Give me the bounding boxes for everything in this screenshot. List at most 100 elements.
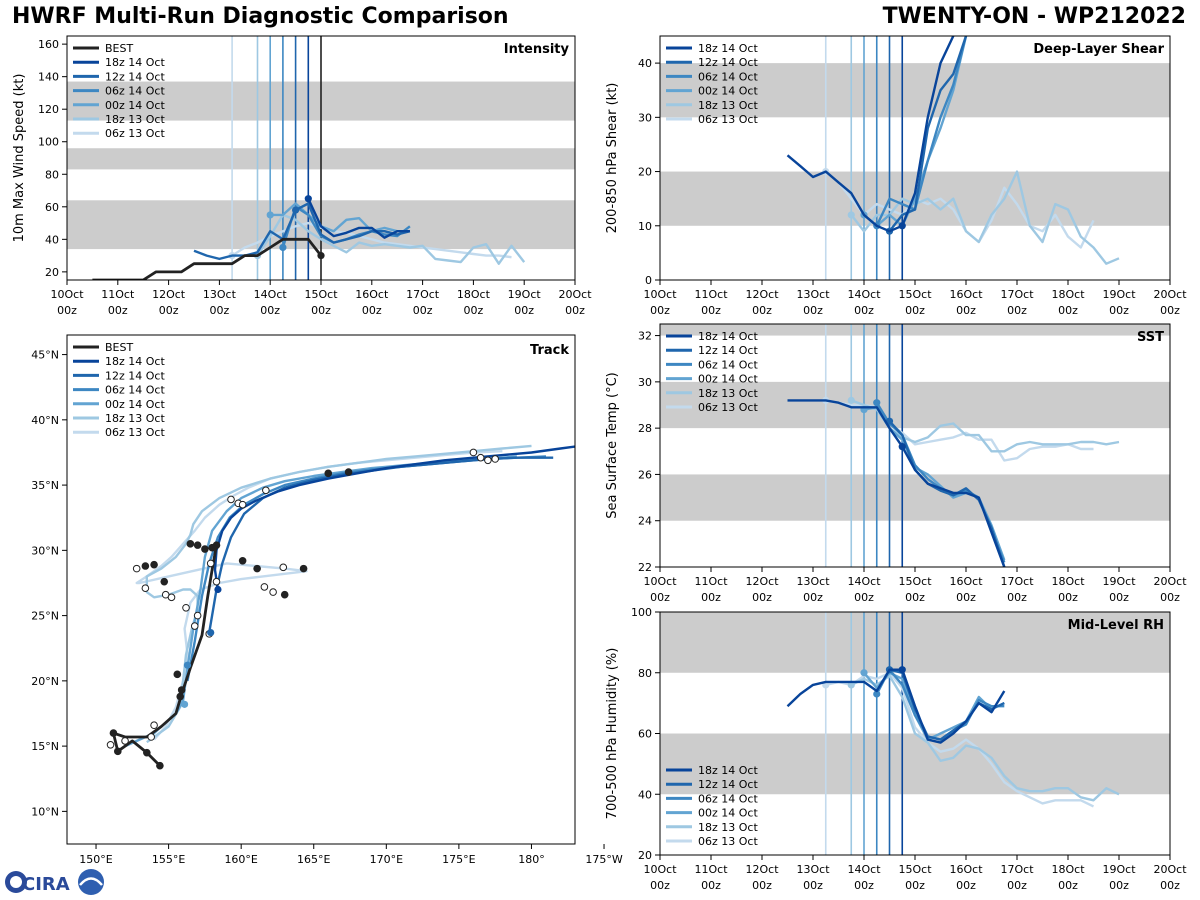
y-axis-label: 10m Max Wind Speed (kt) [12,74,27,243]
x-tick-sublabel: 00z [803,591,823,604]
x-tick-sublabel: 00z [108,304,128,317]
forecast-point [212,577,221,586]
forecast-point [193,611,202,620]
forecast-point [227,495,235,504]
forecast-point [279,563,288,572]
y-tick-label: 10°N [31,805,59,818]
best-track-point [238,556,247,565]
x-tick-label: 13Oct [796,575,830,588]
series-line [786,668,1006,744]
y-tick-label: 35°N [31,479,59,492]
init-marker [898,666,906,674]
x-tick-sublabel: 00z [1109,591,1129,604]
forecast-point [150,721,158,730]
cira-logo: CIRA [5,869,104,895]
x-tick-label: 11Oct [101,288,135,301]
shear-chart: 0 10 20 30 40 10Oct 00z 11Oct 00z 12Oct 00z 13Oct 00… [605,35,1187,317]
track-line [208,456,554,633]
x-tick-label: 13Oct [796,288,830,301]
track-line [112,543,218,767]
forecast-point [147,733,155,741]
forecast-point [260,583,269,591]
y-tick-label: 100 [38,136,59,149]
legend-label: 12z 14 Oct [698,778,758,791]
x-tick-label: 13Oct [796,863,830,876]
best-track-point [156,761,164,770]
best-track-point [344,468,353,476]
x-tick-label: 15Oct [898,288,932,301]
y-tick-label: 60 [45,201,59,214]
category-band [660,612,1170,673]
init-marker [898,443,906,451]
y-axis-label: 700-500 hPa Humidity (%) [605,648,620,820]
x-tick-label: 15Oct [898,575,932,588]
legend-label: 18z 14 Oct [105,355,165,368]
y-tick-label: 40 [45,233,59,246]
forecast-point [106,741,115,749]
x-tick-label: 17Oct [1000,288,1034,301]
legend-label: 06z 14 Oct [698,358,758,371]
legend-label: 06z 13 Oct [698,401,758,414]
x-tick-sublabel: 00z [565,304,585,317]
x-tick-sublabel: 00z [1007,304,1027,317]
y-tick-label: 20 [638,166,652,179]
x-tick-sublabel: 00z [803,879,823,892]
page-title: HWRF Multi-Run Diagnostic Comparison [12,4,509,29]
x-tick-sublabel: 00z [311,304,331,317]
legend-label: 18z 14 Oct [698,764,758,777]
legend-label: 18z 14 Oct [698,330,758,343]
y-tick-label: 20 [638,849,652,862]
y-tick-label: 24 [638,515,652,528]
x-tick-label: 10Oct [643,575,677,588]
best-track-point [201,545,209,553]
x-tick-sublabel: 00z [260,304,280,317]
forecast-point [190,622,199,630]
legend-label: 06z 13 Oct [698,113,758,126]
y-tick-label: 22 [638,561,652,574]
best-track-point [141,562,150,570]
track-line [213,445,575,590]
series-line [825,671,1095,808]
x-tick-sublabel: 00z [1109,304,1129,317]
best-track-point [150,560,158,569]
x-tick-label: 12Oct [745,575,779,588]
x-tick-label: 11Oct [694,288,728,301]
init-marker [847,211,855,219]
series-line [307,198,410,239]
y-tick-label: 30°N [31,544,59,557]
series-line [863,36,968,228]
forecast-point [484,456,492,465]
x-tick-label: 20Oct [558,288,592,301]
panel-title: Mid-Level RH [1068,618,1164,633]
x-tick-label: 150°E [79,853,112,866]
x-tick-label: 14Oct [847,575,881,588]
x-tick-label: 155°E [152,853,185,866]
x-tick-label: 20Oct [1153,575,1187,588]
best-track-point [176,692,185,701]
y-tick-label: 40 [638,57,652,70]
forecast-point [491,455,499,463]
init-position-marker [214,585,222,594]
x-tick-sublabel: 00z [956,879,976,892]
panel-title: SST [1137,330,1164,345]
series-line [786,36,955,233]
x-tick-label: 18Oct [1051,575,1085,588]
legend-label: 18z 13 Oct [105,113,165,126]
legend-label: 18z 13 Oct [698,387,758,400]
forecast-point [132,564,141,573]
legend-label: 12z 14 Oct [105,70,165,83]
init-marker [898,222,906,230]
x-tick-sublabel: 00z [650,591,670,604]
y-tick-label: 40 [638,788,652,801]
legend-label: BEST [105,341,133,354]
x-tick-label: 14Oct [847,863,881,876]
best-track-point [193,541,202,549]
x-tick-label: 15Oct [898,863,932,876]
y-tick-label: 30 [638,376,652,389]
track-line [186,455,547,682]
x-tick-sublabel: 00z [701,591,721,604]
x-tick-label: 15Oct [304,288,338,301]
best-track-point [173,670,182,679]
legend-label: BEST [105,42,133,55]
